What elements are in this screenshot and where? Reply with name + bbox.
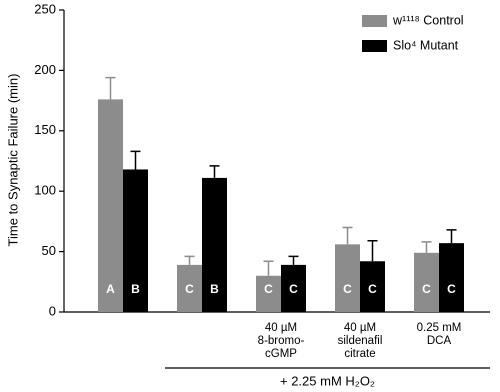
legend-label: w¹¹¹⁸ Control bbox=[392, 13, 464, 27]
bar-label: B bbox=[131, 282, 140, 296]
legend-swatch bbox=[362, 15, 387, 27]
y-tick-label: 100 bbox=[34, 183, 56, 198]
bar-label: A bbox=[106, 282, 115, 296]
bar-label: C bbox=[447, 282, 456, 296]
bar-label: B bbox=[210, 282, 219, 296]
x-tick-label: DCA bbox=[427, 335, 452, 347]
x-tick-label: 8-bromo- bbox=[258, 335, 305, 347]
bar bbox=[414, 252, 439, 312]
y-axis-label: Time to Synaptic Failure (min) bbox=[5, 74, 20, 247]
bar-label: C bbox=[422, 282, 431, 296]
bar bbox=[202, 177, 227, 312]
bar bbox=[360, 261, 385, 312]
x-tick-label: cGMP bbox=[265, 348, 297, 360]
bar bbox=[281, 264, 306, 312]
y-tick-label: 200 bbox=[34, 62, 56, 77]
bar-label: C bbox=[264, 282, 273, 296]
error-bar bbox=[263, 260, 274, 276]
bar bbox=[98, 99, 123, 312]
error-bar bbox=[184, 255, 195, 265]
bar-label: C bbox=[289, 282, 298, 296]
x-tick-label: 40 µM bbox=[265, 322, 297, 334]
x-tick-label: 40 µM bbox=[344, 322, 376, 334]
error-bar bbox=[421, 241, 432, 253]
error-bar bbox=[367, 239, 378, 262]
error-bar bbox=[288, 255, 299, 265]
bar bbox=[335, 244, 360, 312]
annotation: + 2.25 mM H₂O₂ bbox=[280, 373, 375, 388]
bar bbox=[439, 243, 464, 312]
y-tick-label: 0 bbox=[49, 303, 56, 318]
x-tick-label: 0.25 mM bbox=[417, 322, 462, 334]
bar bbox=[256, 275, 281, 312]
x-tick-label: sildenafil bbox=[338, 335, 383, 347]
error-bar bbox=[105, 76, 116, 100]
bar bbox=[177, 264, 202, 312]
legend-label: Slo⁴ Mutant bbox=[393, 38, 459, 52]
bar-label: C bbox=[185, 282, 194, 296]
y-tick-label: 50 bbox=[42, 243, 56, 258]
error-bar bbox=[209, 165, 220, 178]
bar-label: C bbox=[368, 282, 377, 296]
error-bar bbox=[446, 229, 457, 244]
y-tick-label: 150 bbox=[34, 122, 56, 137]
y-tick-label: 250 bbox=[34, 1, 56, 16]
error-bar bbox=[130, 150, 141, 170]
error-bar bbox=[342, 226, 353, 245]
x-tick-label: citrate bbox=[344, 348, 375, 360]
bar bbox=[123, 169, 148, 312]
bar-label: C bbox=[343, 282, 352, 296]
legend-swatch bbox=[362, 40, 387, 52]
